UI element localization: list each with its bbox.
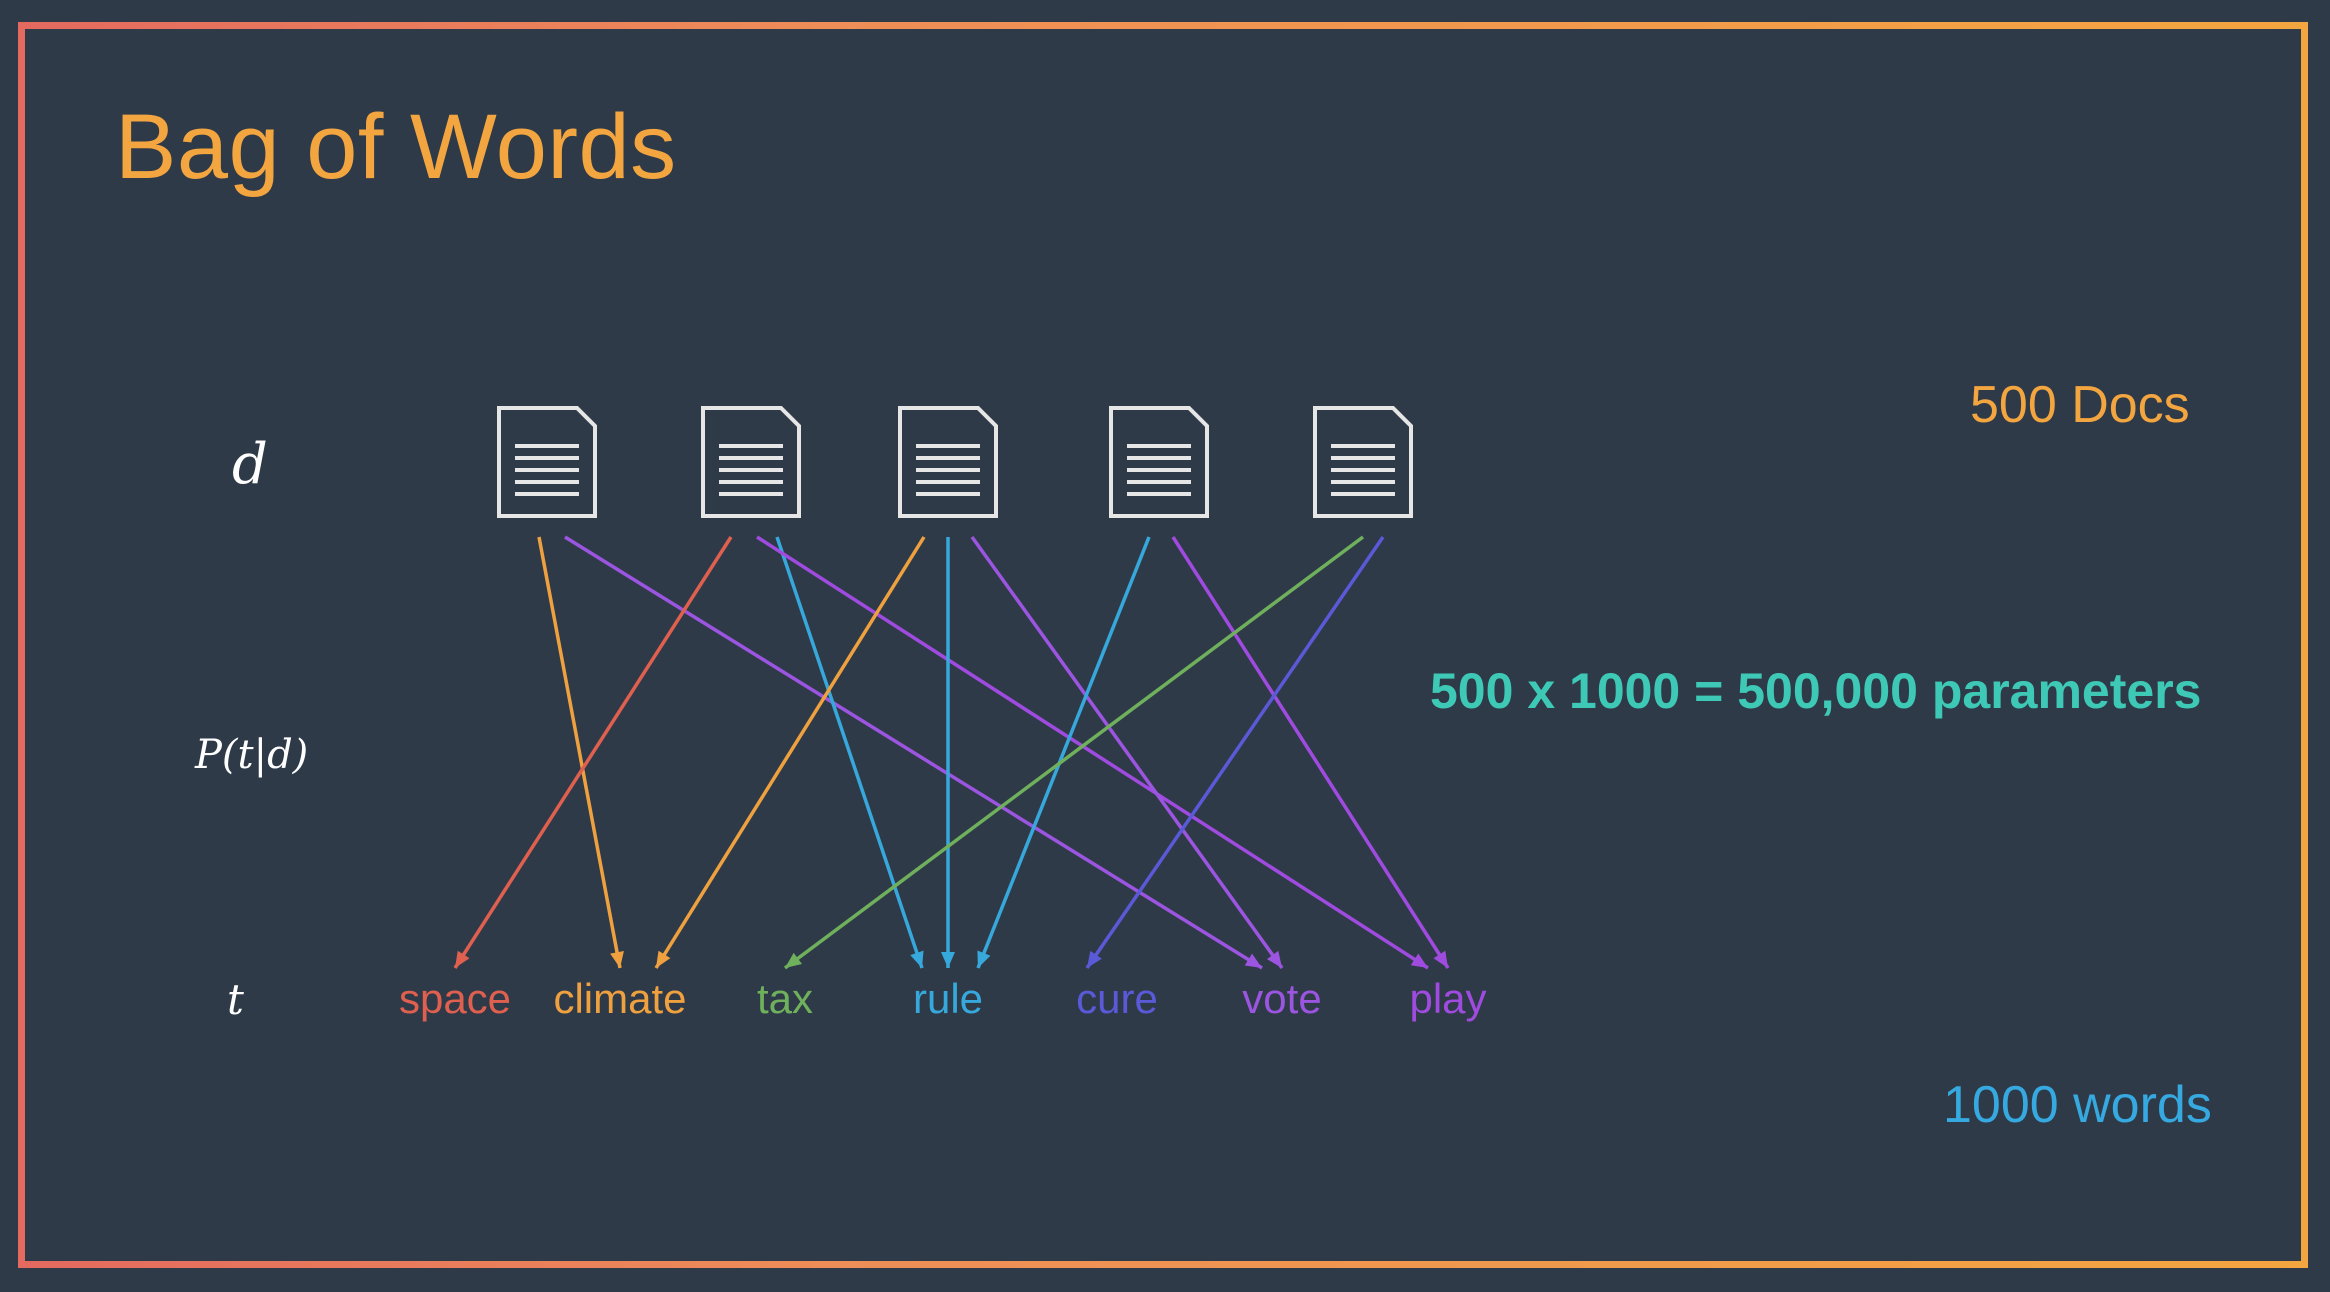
parameters-equation: 500 x 1000 = 500,000 parameters [1430,663,2202,719]
edge-arrow [941,537,955,968]
docs-count-label: 500 Docs [1970,376,2190,434]
term-rule: rule [912,975,984,1022]
document-icon [1109,406,1209,518]
edge-arrow [564,535,1263,970]
label-d: d [232,432,268,497]
edge-arrow [756,535,1429,970]
label-t: t [227,975,244,1024]
edge-arrow [783,535,1365,970]
term-cure: cure [1076,975,1158,1022]
term-climate: climate [553,975,687,1022]
document-icon [497,406,597,518]
document-icon [1313,406,1413,518]
edge-arrow [654,536,926,969]
term-tax: tax [756,975,814,1022]
document-icon [898,406,998,518]
documents-group [497,406,1413,518]
edge-arrow [1085,536,1385,969]
edge-arrow [537,536,624,969]
words-count-label: 1000 words [1943,1076,2212,1134]
edge-arrow [976,536,1151,969]
slide-frame [18,22,2308,1268]
edge-arrow [775,536,924,969]
term-vote: vote [1242,975,1322,1022]
label-p-t-given-d: P(t|d) [195,732,309,778]
term-play: play [1409,975,1487,1022]
edge-arrow [1171,536,1450,969]
slide-title: Bag of Words [115,96,677,198]
term-space: space [398,975,512,1022]
edge-arrow [970,535,1284,970]
edges-group [453,535,1450,970]
document-icon [701,406,801,518]
edge-arrow [453,536,733,969]
